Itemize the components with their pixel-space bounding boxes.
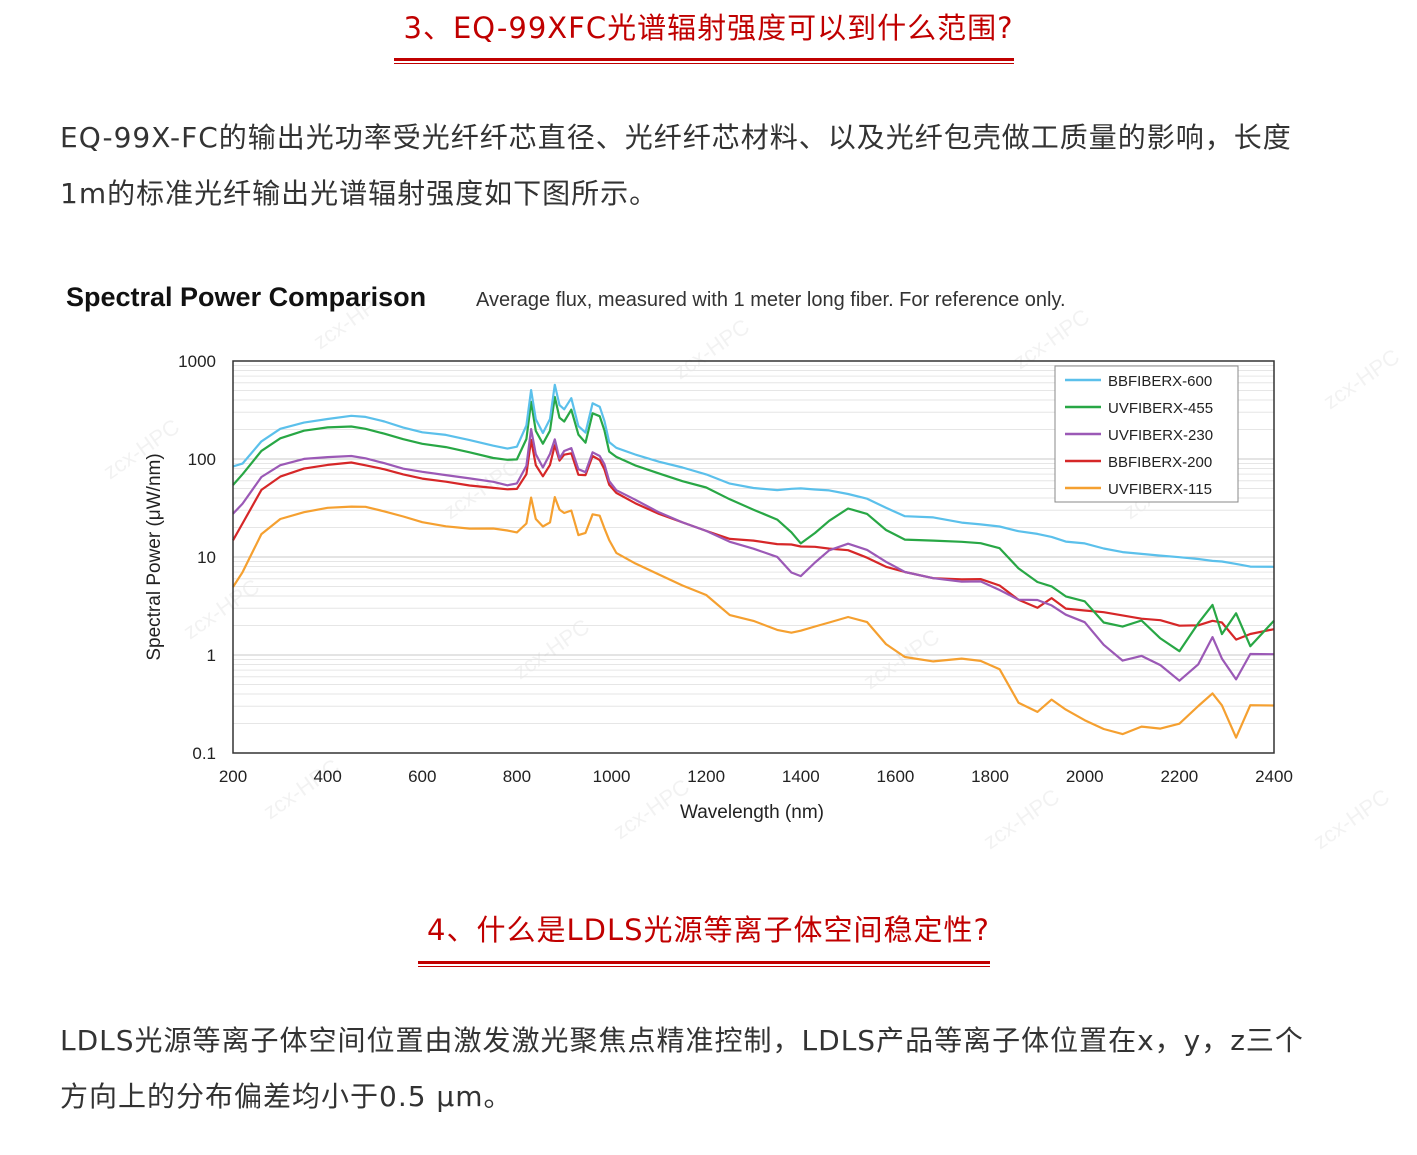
legend-label: BBFIBERX-200 bbox=[1108, 454, 1212, 471]
series-layer bbox=[232, 383, 1275, 739]
x-tick-label: 800 bbox=[503, 767, 531, 786]
spectral-power-chart: zcx-HPC zcx-HPC zcx-HPC zcx-HPC zcx-HPC zcx-H… bbox=[66, 282, 1405, 854]
y-tick-label: 0.1 bbox=[192, 744, 216, 763]
series-line-uvfiberx-230 bbox=[232, 428, 1275, 682]
x-tick-label: 2000 bbox=[1066, 767, 1104, 786]
watermark-text-3: zcx-HPC bbox=[99, 414, 185, 484]
watermark-text-12: zcx-HPC bbox=[1319, 344, 1405, 414]
plot-frame bbox=[232, 360, 1275, 754]
y-axis-label: Spectral Power (μW/nm) bbox=[144, 453, 165, 660]
section4-heading-rule bbox=[418, 961, 990, 967]
section4-paragraph: LDLS光源等离子体空间位置由激发激光聚焦点精准控制，LDLS产品等离子体位置在… bbox=[60, 1013, 1360, 1125]
x-tick-label: 400 bbox=[313, 767, 341, 786]
x-axis-label: Wavelength (nm) bbox=[680, 802, 824, 823]
section3-paragraph-line2: 1m的标准光纤输出光谱辐射强度如下图所示。 bbox=[60, 177, 659, 210]
y-tick-label: 10 bbox=[197, 548, 216, 567]
watermark-text-11: zcx-HPC bbox=[979, 784, 1065, 854]
x-tick-label: 2200 bbox=[1160, 767, 1198, 786]
watermark-text-9: zcx-HPC bbox=[259, 754, 345, 824]
x-tick-label: 200 bbox=[219, 767, 247, 786]
watermark-text-8: zcx-HPC bbox=[859, 624, 945, 694]
chart-title: Spectral Power Comparison bbox=[66, 282, 426, 312]
y-tick-label: 1000 bbox=[178, 352, 216, 371]
legend-label: UVFIBERX-455 bbox=[1108, 400, 1213, 417]
section3-paragraph-line1: EQ-99X-FC的输出光功率受光纤纤芯直径、光纤纤芯材料、以及光纤包壳做工质量… bbox=[60, 121, 1292, 154]
legend-label: UVFIBERX-230 bbox=[1108, 427, 1213, 444]
legend: BBFIBERX-600 UVFIBERX-455 UVFIBERX-230 BBFI… bbox=[1054, 365, 1239, 503]
legend-label: BBFIBERX-600 bbox=[1108, 373, 1212, 390]
watermark-text-6: zcx-HPC bbox=[179, 574, 265, 644]
y-tick-labels: 1000 100 10 1 0.1 bbox=[178, 352, 216, 763]
section3-heading-rule bbox=[394, 58, 1014, 64]
series-line-bbfiberx-600 bbox=[232, 383, 1275, 568]
x-tick-label: 1800 bbox=[971, 767, 1009, 786]
x-tick-label: 1400 bbox=[782, 767, 820, 786]
x-tick-label: 1000 bbox=[593, 767, 631, 786]
section3-heading: 3、EQ-99XFC光谱辐射强度可以到什么范围? bbox=[403, 11, 1014, 45]
series-line-uvfiberx-455 bbox=[232, 395, 1275, 653]
section4-paragraph-line2: 方向上的分布偏差均小于0.5 μm。 bbox=[60, 1080, 513, 1113]
x-tick-labels: 200 400 600 800 1000 1200 1400 1600 1800 2000 2200… bbox=[219, 767, 1293, 786]
series-line-bbfiberx-200 bbox=[232, 438, 1275, 641]
watermark-text-1: zcx-HPC bbox=[669, 314, 755, 384]
legend-label: UVFIBERX-115 bbox=[1108, 481, 1212, 498]
section4-paragraph-line1: LDLS光源等离子体空间位置由激发激光聚焦点精准控制，LDLS产品等离子体位置在… bbox=[60, 1024, 1304, 1057]
watermark-text-7: zcx-HPC bbox=[509, 614, 595, 684]
chart-subtitle: Average flux, measured with 1 meter long… bbox=[476, 289, 1066, 311]
y-tick-label: 1 bbox=[207, 646, 216, 665]
y-tick-label: 100 bbox=[188, 450, 216, 469]
watermark-text-13: zcx-HPC bbox=[1309, 784, 1395, 854]
x-tick-label: 2400 bbox=[1255, 767, 1293, 786]
watermark-text-2: zcx-HPC bbox=[1009, 304, 1095, 374]
section3-paragraph: EQ-99X-FC的输出光功率受光纤纤芯直径、光纤纤芯材料、以及光纤包壳做工质量… bbox=[60, 110, 1360, 222]
x-tick-label: 1200 bbox=[687, 767, 725, 786]
x-tick-label: 600 bbox=[408, 767, 436, 786]
section4-heading: 4、什么是LDLS光源等离子体空间稳定性? bbox=[427, 913, 990, 947]
series-line-uvfiberx-115 bbox=[232, 496, 1275, 739]
x-tick-label: 1600 bbox=[877, 767, 915, 786]
